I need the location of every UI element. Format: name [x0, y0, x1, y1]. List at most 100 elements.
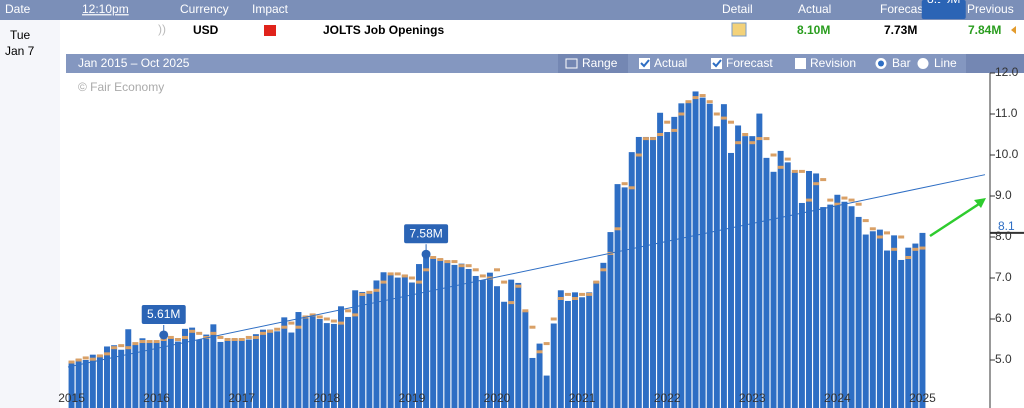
bar [245, 339, 252, 408]
forecast-mark [820, 178, 827, 182]
forecast-mark [139, 340, 146, 344]
plot: 5.06.07.08.09.010.011.012.05.61M7.58M8.1… [58, 0, 1024, 408]
forecast-toggle[interactable]: Forecast [726, 56, 773, 70]
detail-icon[interactable] [731, 22, 747, 37]
bar [189, 327, 196, 408]
bar [288, 332, 295, 408]
bar [267, 329, 274, 408]
forecast-mark [96, 354, 103, 358]
actual-toggle[interactable]: Actual [654, 56, 687, 70]
forecast-mark [813, 182, 820, 186]
actual-check[interactable] [639, 58, 650, 69]
forecast-mark [373, 288, 380, 292]
bar [408, 282, 415, 408]
forecast-mark [735, 141, 742, 145]
bar [735, 125, 742, 408]
forecast-mark [671, 128, 678, 132]
forecast-mark [231, 338, 238, 341]
y-tick-label: 7.0 [995, 270, 1012, 284]
date-col [0, 20, 60, 408]
bar [848, 206, 855, 408]
y-tick-label: 11.0 [995, 106, 1018, 120]
col-detail: Detail [722, 2, 753, 16]
arrow [929, 200, 983, 238]
bar [146, 342, 153, 408]
callout-dot [421, 249, 431, 259]
bar [806, 170, 812, 408]
forecast-mark [550, 317, 557, 321]
forecast-mark [359, 292, 366, 296]
bar [139, 338, 146, 408]
bar [82, 360, 89, 408]
forecast-mark [713, 112, 720, 116]
line-radio[interactable] [917, 58, 929, 69]
trendline [67, 174, 986, 368]
range-label[interactable]: Range [582, 56, 618, 70]
forecast-mark [657, 133, 664, 136]
forecast-mark [891, 247, 898, 251]
bar [593, 281, 600, 408]
forecast-mark [579, 292, 586, 296]
forecast-mark [642, 137, 649, 141]
bar [862, 234, 869, 408]
x-tick-label: 2017 [228, 391, 255, 405]
callout-dot [939, 0, 949, 5]
bar [685, 102, 692, 408]
line-toggle[interactable]: Line [934, 56, 957, 70]
bar [458, 263, 465, 408]
x-tick-label: 2021 [569, 391, 596, 405]
forecast-mark [444, 260, 451, 264]
forecast-mark [884, 231, 890, 235]
bar [699, 97, 706, 408]
bar [763, 157, 770, 408]
revision-toggle[interactable]: Revision [810, 56, 856, 70]
forecast-mark [515, 284, 522, 288]
forecast-mark [224, 338, 231, 341]
x-tick-label: 2019 [399, 391, 426, 405]
forecast-mark [798, 169, 805, 173]
forecast-mark [905, 256, 912, 259]
zoom-btns[interactable] [966, 54, 1024, 73]
forecast-mark [352, 313, 359, 317]
forecast-mark [572, 297, 578, 300]
forecast-mark [394, 272, 401, 276]
bar [607, 232, 614, 408]
bar [281, 317, 288, 408]
forecast-check[interactable] [711, 58, 722, 69]
forecast-mark [146, 340, 153, 344]
bar [394, 277, 401, 408]
forecast-mark [252, 335, 259, 339]
bar [784, 162, 791, 408]
forecast-mark [316, 315, 323, 319]
y-tick-label: 12.0 [995, 65, 1019, 79]
forecast-mark [245, 335, 252, 339]
bar [756, 113, 763, 408]
forecast-mark [338, 321, 344, 325]
forecast-mark [125, 346, 132, 350]
callout-box [141, 304, 186, 324]
bar [494, 286, 500, 408]
bar [444, 260, 451, 408]
forecast-mark [728, 120, 734, 124]
forecast-mark [174, 338, 181, 341]
forecast-mark [323, 317, 330, 321]
bar [465, 268, 472, 408]
bar [664, 132, 671, 408]
sound-icon: )) [158, 22, 166, 36]
bar [352, 290, 359, 408]
forecast-mark [692, 96, 699, 100]
bar [217, 341, 224, 408]
bar [167, 337, 174, 408]
revision-check[interactable] [795, 58, 806, 69]
radio-dot [878, 60, 884, 67]
y-tick-label: 9.0 [995, 188, 1012, 202]
event-name[interactable]: JOLTS Job Openings [323, 23, 444, 37]
forecast-mark [869, 227, 876, 231]
arrow-head [974, 198, 986, 208]
forecast-mark [295, 325, 302, 329]
forecast-mark [189, 329, 196, 333]
col-time[interactable]: 12:10pm [82, 2, 129, 16]
forecast-mark [167, 335, 174, 339]
bar-toggle[interactable]: Bar [892, 56, 911, 70]
